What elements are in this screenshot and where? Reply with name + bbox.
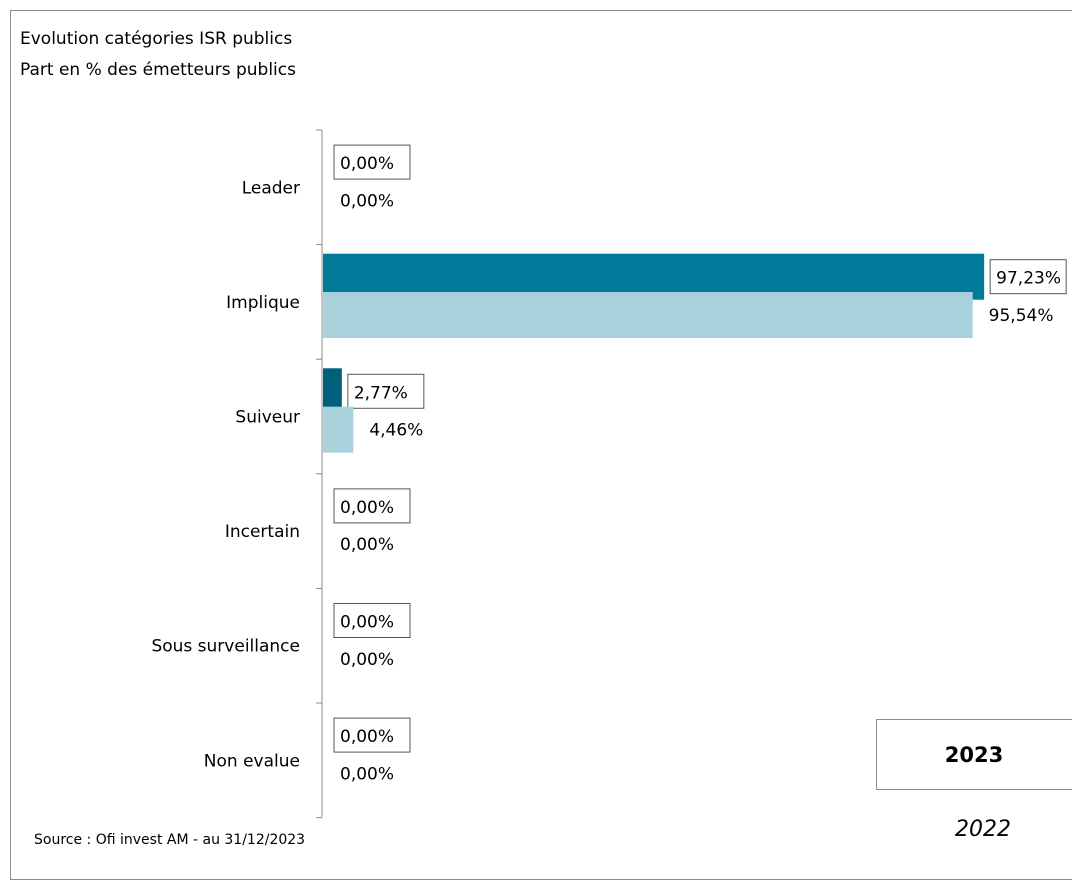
data-label-2022: 95,54% — [989, 306, 1054, 326]
data-label-2022: 0,00% — [340, 191, 394, 211]
data-label-2023: 0,00% — [340, 612, 394, 632]
bar-2023 — [323, 253, 985, 300]
data-label-2022: 0,00% — [340, 764, 394, 784]
data-label-2022: 0,00% — [340, 650, 394, 670]
bar-2022 — [323, 406, 354, 453]
category-label: Incertain — [225, 522, 300, 542]
data-label-2023: 97,23% — [996, 269, 1061, 289]
data-label-2023: 0,00% — [340, 498, 394, 518]
data-label-box-2023 — [333, 488, 411, 524]
bar-2023 — [323, 368, 342, 415]
category-label: Suiveur — [235, 408, 300, 428]
chart-subtitle: Part en % des émetteurs publics — [20, 60, 296, 80]
bar-2022 — [323, 292, 973, 339]
data-label-2023: 0,00% — [340, 727, 394, 747]
source-note: Source : Ofi invest AM - au 31/12/2023 — [34, 832, 306, 848]
category-label: Leader — [242, 178, 300, 198]
data-label-box-2023 — [333, 602, 411, 638]
data-label-2023: 2,77% — [354, 383, 408, 403]
legend-item-2023: 2023 — [876, 719, 1072, 790]
data-label-2022: 0,00% — [340, 535, 394, 555]
data-label-box-2023 — [347, 373, 425, 409]
chart-title: Evolution catégories ISR publics — [20, 29, 293, 49]
category-label: Non evalue — [204, 751, 300, 771]
data-label-2023: 0,00% — [340, 154, 394, 174]
legend-label-2022: 2022 — [955, 817, 1011, 842]
data-label-2022: 4,46% — [369, 421, 423, 441]
legend-label-2023: 2023 — [944, 742, 1004, 767]
data-label-box-2023 — [333, 144, 411, 180]
data-label-box-2023 — [333, 717, 411, 753]
category-label: Sous surveillance — [151, 637, 300, 657]
category-label: Implique — [226, 293, 300, 313]
data-label-box-2023 — [989, 259, 1067, 295]
